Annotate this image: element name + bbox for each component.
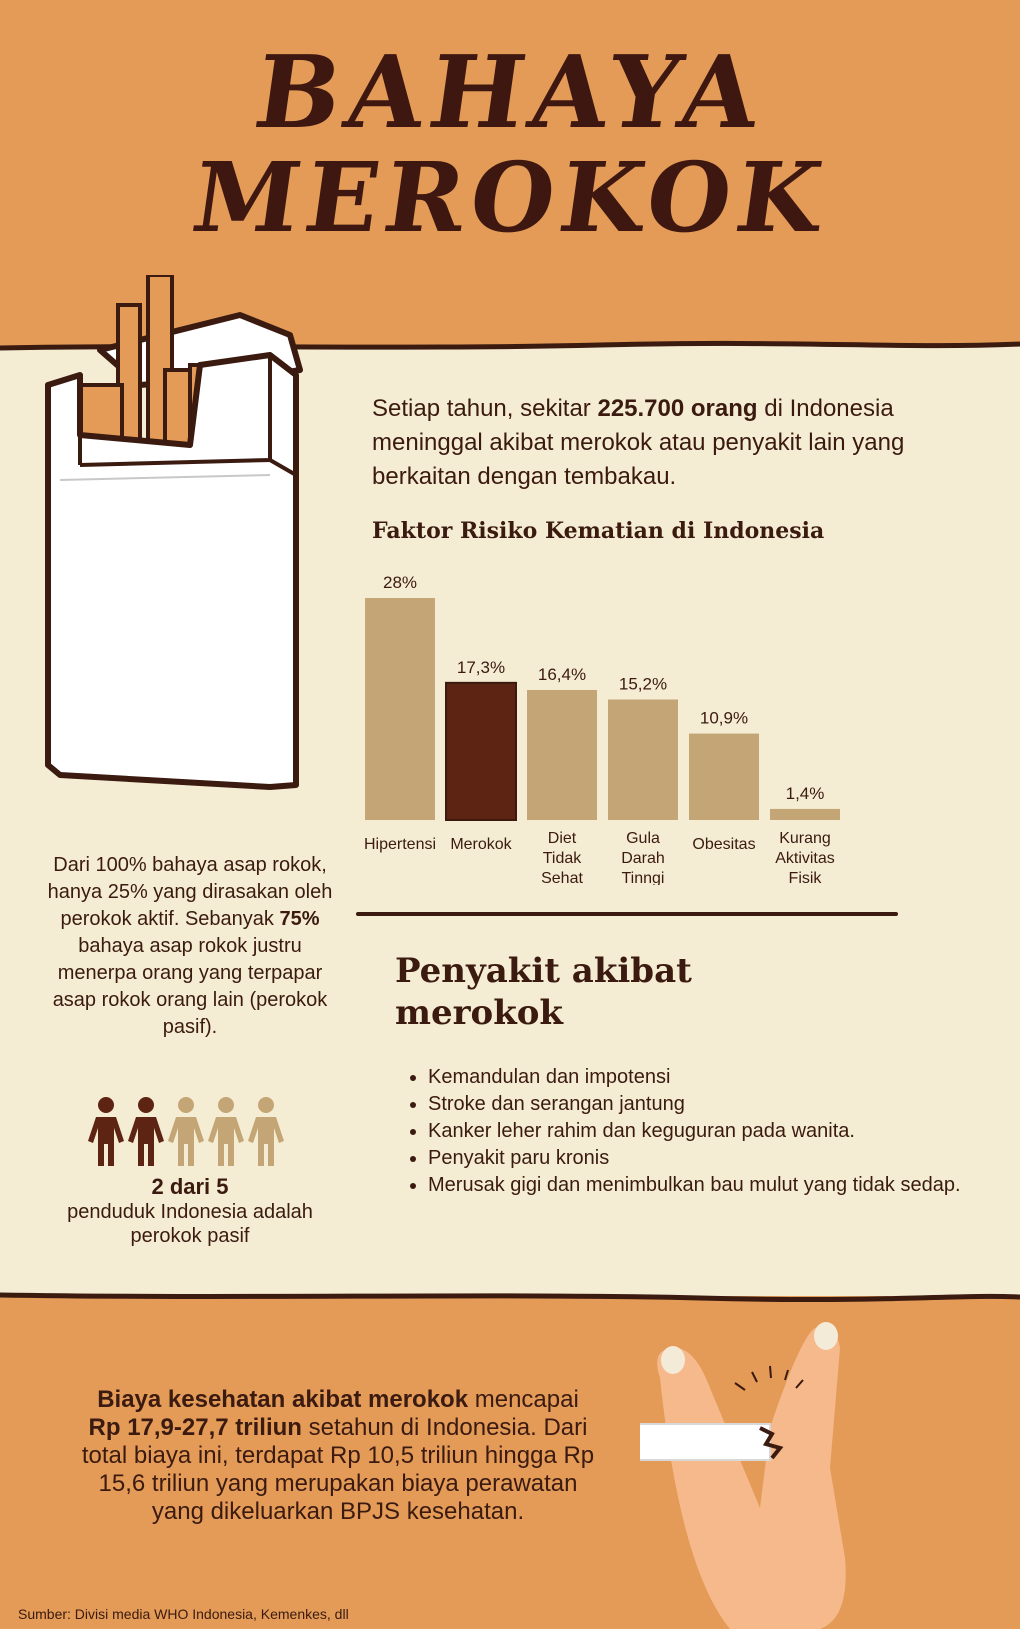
- bar-value-label: 1,4%: [786, 784, 825, 803]
- source-note: Sumber: Divisi media WHO Indonesia, Keme…: [18, 1606, 349, 1622]
- hand-with-cigarette-illustration: [640, 1322, 945, 1629]
- chart-title: Faktor Risiko Kematian di Indonesia: [372, 518, 825, 544]
- intro-suffix: di Indonesia meninggal akibat merokok at…: [372, 395, 905, 490]
- passive-stat-caption: penduduk Indonesia adalah perokok pasif: [67, 1201, 313, 1247]
- bar-hipertensi: [365, 598, 435, 820]
- list-item: Stroke dan serangan jantung: [428, 1091, 988, 1118]
- cigarette-pack-illustration: [45, 275, 303, 790]
- person-icon: [208, 1097, 244, 1166]
- diseases-title-line-2: merokok: [395, 993, 563, 1033]
- bottom-divider-line: [0, 1292, 1020, 1302]
- diseases-title-line-1: Penyakit akibat: [395, 951, 692, 991]
- cost-text-1: mencapai: [468, 1386, 579, 1413]
- person-icon: [248, 1097, 284, 1166]
- category-label: Obesitas: [692, 836, 755, 853]
- title-line-1: BAHAYA: [247, 33, 773, 151]
- bar-kurang-aktivitas-fisik: [770, 808, 840, 820]
- passive-smoker-text: Dari 100% bahaya asap rokok, hanya 25% y…: [40, 852, 340, 1041]
- person-icon: [128, 1097, 164, 1166]
- title-line-2: MEROKOK: [185, 141, 835, 254]
- bar-value-label: 16,4%: [538, 665, 586, 684]
- cost-text-2: setahun di Indonesia. Dari total biaya i…: [81, 1414, 595, 1525]
- bar-value-label: 15,2%: [619, 674, 667, 693]
- diseases-title: Penyakit akibat merokok: [395, 950, 775, 1034]
- category-label: Diet Tidak Sehat: [541, 830, 583, 885]
- cost-bold-1: Biaya kesehatan akibat merokok: [97, 1386, 469, 1413]
- cost-text: Biaya kesehatan akibat merokok mencapai …: [78, 1386, 598, 1526]
- person-icon: [88, 1097, 124, 1166]
- list-item: Kemandulan dan impotensi: [428, 1064, 988, 1091]
- intro-prefix: Setiap tahun, sekitar: [372, 395, 598, 422]
- bar-merokok: [445, 681, 517, 822]
- passive-text-after: bahaya asap rokok justru menerpa orang y…: [52, 935, 328, 1038]
- bar-obesitas: [689, 733, 759, 820]
- bar-gula-darah-tinngi: [608, 699, 678, 820]
- passive-highlight: 75%: [279, 908, 320, 930]
- risk-factor-bar-chart: 28% Hipertensi 17,3% Merokok 16,4% Diet Tidak S…: [364, 573, 840, 885]
- bar-value-label: 10,9%: [700, 709, 748, 728]
- category-label: Merokok: [450, 836, 512, 853]
- list-item: Merusak gigi dan menimbulkan bau mulut y…: [428, 1172, 988, 1199]
- intro-highlight: 225.700 orang: [597, 395, 758, 422]
- cost-bold-2: Rp 17,9-27,7 triliun: [88, 1414, 302, 1441]
- category-label: Gula Darah Tinngi: [621, 830, 665, 885]
- section-divider: [356, 912, 898, 916]
- person-icon: [168, 1097, 204, 1166]
- bar-value-label: 28%: [383, 573, 417, 592]
- list-item: Penyakit paru kronis: [428, 1145, 988, 1172]
- category-label: Hipertensi: [364, 836, 436, 853]
- list-item: Kanker leher rahim dan keguguran pada wa…: [428, 1118, 988, 1145]
- intro-text: Setiap tahun, sekitar 225.700 orang di I…: [372, 392, 992, 494]
- page-title: BAHAYA MEROKOK: [0, 33, 1020, 254]
- passive-stat-value: 2 dari 5: [151, 1174, 229, 1199]
- bar-diet-tidak-sehat: [527, 689, 597, 820]
- diseases-list: Kemandulan dan impotensi Stroke dan sera…: [398, 1064, 988, 1199]
- bar-value-label: 17,3%: [457, 658, 505, 677]
- category-label: Kurang Aktivitas Fisik: [775, 830, 835, 885]
- people-icons: [88, 1097, 284, 1166]
- passive-text-before: Dari 100% bahaya asap rokok, hanya 25% y…: [47, 854, 333, 930]
